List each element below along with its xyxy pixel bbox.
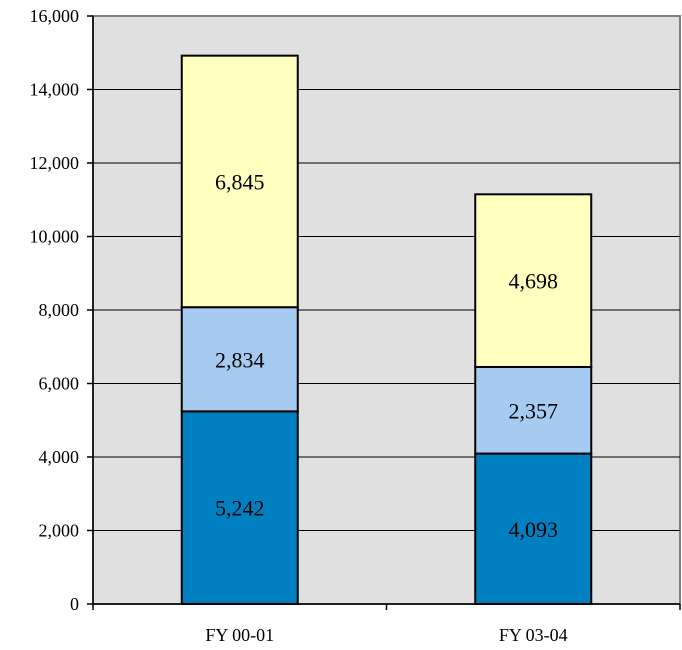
y-tick-label: 14,000 <box>30 80 80 100</box>
x-tick-label: FY 00-01 <box>205 625 274 645</box>
y-tick-label: 10,000 <box>30 227 80 247</box>
x-axis-ticks: FY 00-01 FY 03-04 <box>92 604 681 645</box>
data-label: 5,242 <box>215 496 265 521</box>
y-tick-label: 0 <box>70 594 79 614</box>
data-label: 2,357 <box>509 398 559 423</box>
bar-segment <box>180 410 299 605</box>
y-axis-ticks: 0 2,000 4,000 6,000 8,000 10,000 12,000 14,000 1… <box>30 6 93 614</box>
data-label: 6,845 <box>215 169 265 194</box>
bar-segment <box>180 54 299 309</box>
data-labels: 5,242 2,834 6,845 4,093 2,357 4,698 <box>215 169 558 541</box>
bar-segment <box>474 193 593 368</box>
data-label: 4,698 <box>509 269 559 294</box>
data-label: 4,093 <box>509 517 559 542</box>
y-tick-label: 4,000 <box>39 447 80 467</box>
data-label: 2,834 <box>215 347 265 372</box>
bar-segment <box>474 365 593 455</box>
bar-segment <box>180 306 299 413</box>
y-tick-label: 16,000 <box>30 6 80 26</box>
y-tick-label: 6,000 <box>39 374 80 394</box>
y-tick-label: 12,000 <box>30 153 80 173</box>
bar-segment <box>474 452 593 605</box>
x-tick-label: FY 03-04 <box>499 625 568 645</box>
bars <box>180 54 593 605</box>
y-tick-label: 8,000 <box>39 300 80 320</box>
y-tick-label: 2,000 <box>39 521 80 541</box>
